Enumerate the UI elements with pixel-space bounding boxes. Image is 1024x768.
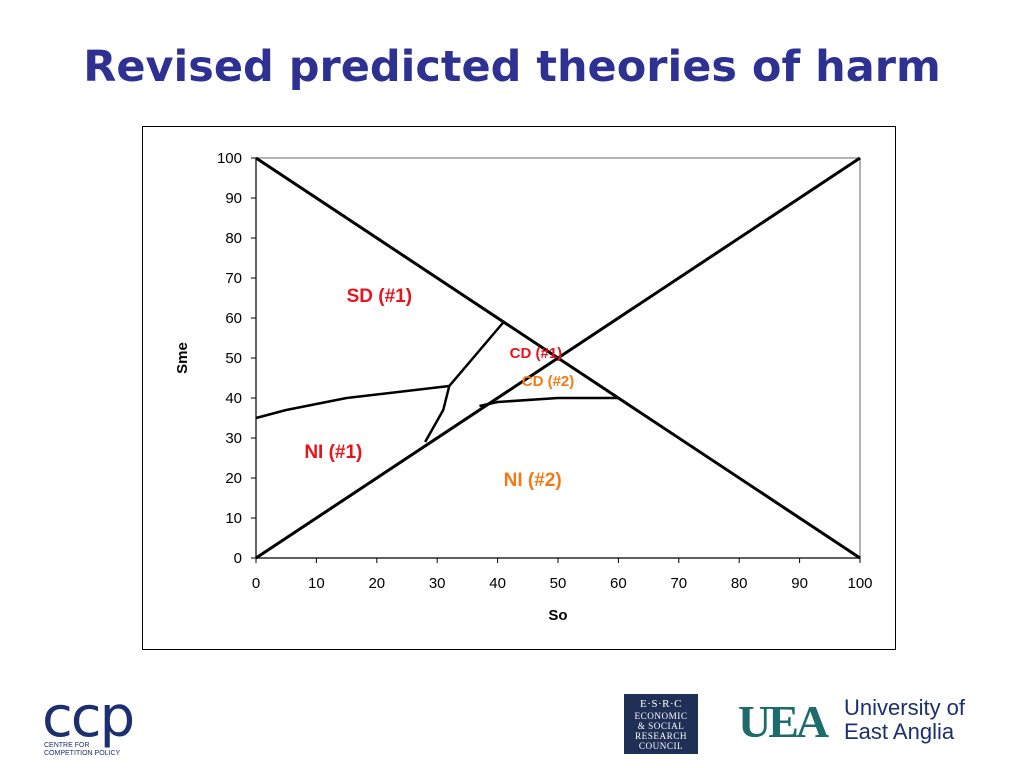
region-label-1: SD (#1) bbox=[347, 286, 412, 307]
y-tick-label: 90 bbox=[225, 190, 242, 207]
region-label-5: NI (#2) bbox=[504, 470, 562, 491]
x-tick-label: 100 bbox=[847, 575, 872, 592]
uea-logo-mark: UEA bbox=[738, 696, 829, 747]
x-tick-label: 60 bbox=[610, 575, 627, 592]
boundary-line-4 bbox=[424, 321, 505, 443]
x-tick-label: 10 bbox=[308, 575, 325, 592]
y-tick-label: 60 bbox=[225, 310, 242, 327]
boundary-line-5 bbox=[479, 396, 619, 408]
esrc-logo: E·S·R·C ECONOMIC & SOCIAL RESEARCH COUNC… bbox=[624, 694, 698, 754]
region-label-3: CD (#2) bbox=[522, 373, 575, 390]
x-tick-label: 80 bbox=[731, 575, 748, 592]
esrc-line4: RESEARCH bbox=[635, 731, 687, 741]
esrc-line2: ECONOMIC bbox=[634, 711, 688, 721]
y-tick-label: 20 bbox=[225, 470, 242, 487]
esrc-line3: & SOCIAL bbox=[637, 721, 685, 731]
esrc-line5: COUNCIL bbox=[638, 741, 684, 751]
y-tick-label: 40 bbox=[225, 390, 242, 407]
esrc-line1: E·S·R·C bbox=[640, 698, 682, 710]
region-label-2: CD (#1) bbox=[510, 345, 563, 362]
y-tick-label: 100 bbox=[217, 150, 242, 167]
x-tick-label: 30 bbox=[429, 575, 446, 592]
theories-of-harm-chart: 0 10 20 30 40 50 60 70 80 90 100 0 10 20 30 40 50 60 70 80 9… bbox=[174, 150, 873, 624]
uea-logo-name: University of East Anglia bbox=[844, 696, 965, 744]
ccp-logo-subtitle: CENTRE FOR COMPETITION POLICY bbox=[44, 742, 120, 758]
x-tick-label: 70 bbox=[670, 575, 687, 592]
ccp-logo-letters: ccp bbox=[42, 685, 135, 750]
x-axis-label: So bbox=[548, 607, 567, 624]
y-axis-label: Sme bbox=[174, 342, 191, 374]
y-tick-label: 80 bbox=[225, 230, 242, 247]
y-tick-label: 50 bbox=[225, 350, 242, 367]
y-tick-label: 0 bbox=[234, 550, 242, 567]
chart-frame: 0 10 20 30 40 50 60 70 80 90 100 0 10 20 30 40 50 60 70 80 9… bbox=[142, 126, 896, 650]
ccp-logo: ccp CENTRE FOR COMPETITION POLICY bbox=[42, 690, 172, 760]
y-tick-label: 70 bbox=[225, 270, 242, 287]
x-tick-label: 0 bbox=[252, 575, 260, 592]
boundary-line-3 bbox=[255, 384, 450, 420]
x-tick-label: 20 bbox=[368, 575, 385, 592]
uea-name-line1: University of bbox=[844, 695, 966, 720]
ccp-subtitle-line1: CENTRE FOR bbox=[44, 742, 90, 749]
x-tick-label: 90 bbox=[791, 575, 808, 592]
ccp-subtitle-line2: COMPETITION POLICY bbox=[44, 750, 121, 757]
y-tick-label: 30 bbox=[225, 430, 242, 447]
boundary-line-2 bbox=[255, 156, 861, 560]
y-tick-label: 10 bbox=[225, 510, 242, 527]
x-tick-label: 40 bbox=[489, 575, 506, 592]
slide-title: Revised predicted theories of harm bbox=[83, 42, 941, 92]
x-tick-label: 50 bbox=[550, 575, 567, 592]
uea-name-line2: East Anglia bbox=[844, 719, 955, 744]
region-label-4: NI (#1) bbox=[304, 442, 362, 463]
